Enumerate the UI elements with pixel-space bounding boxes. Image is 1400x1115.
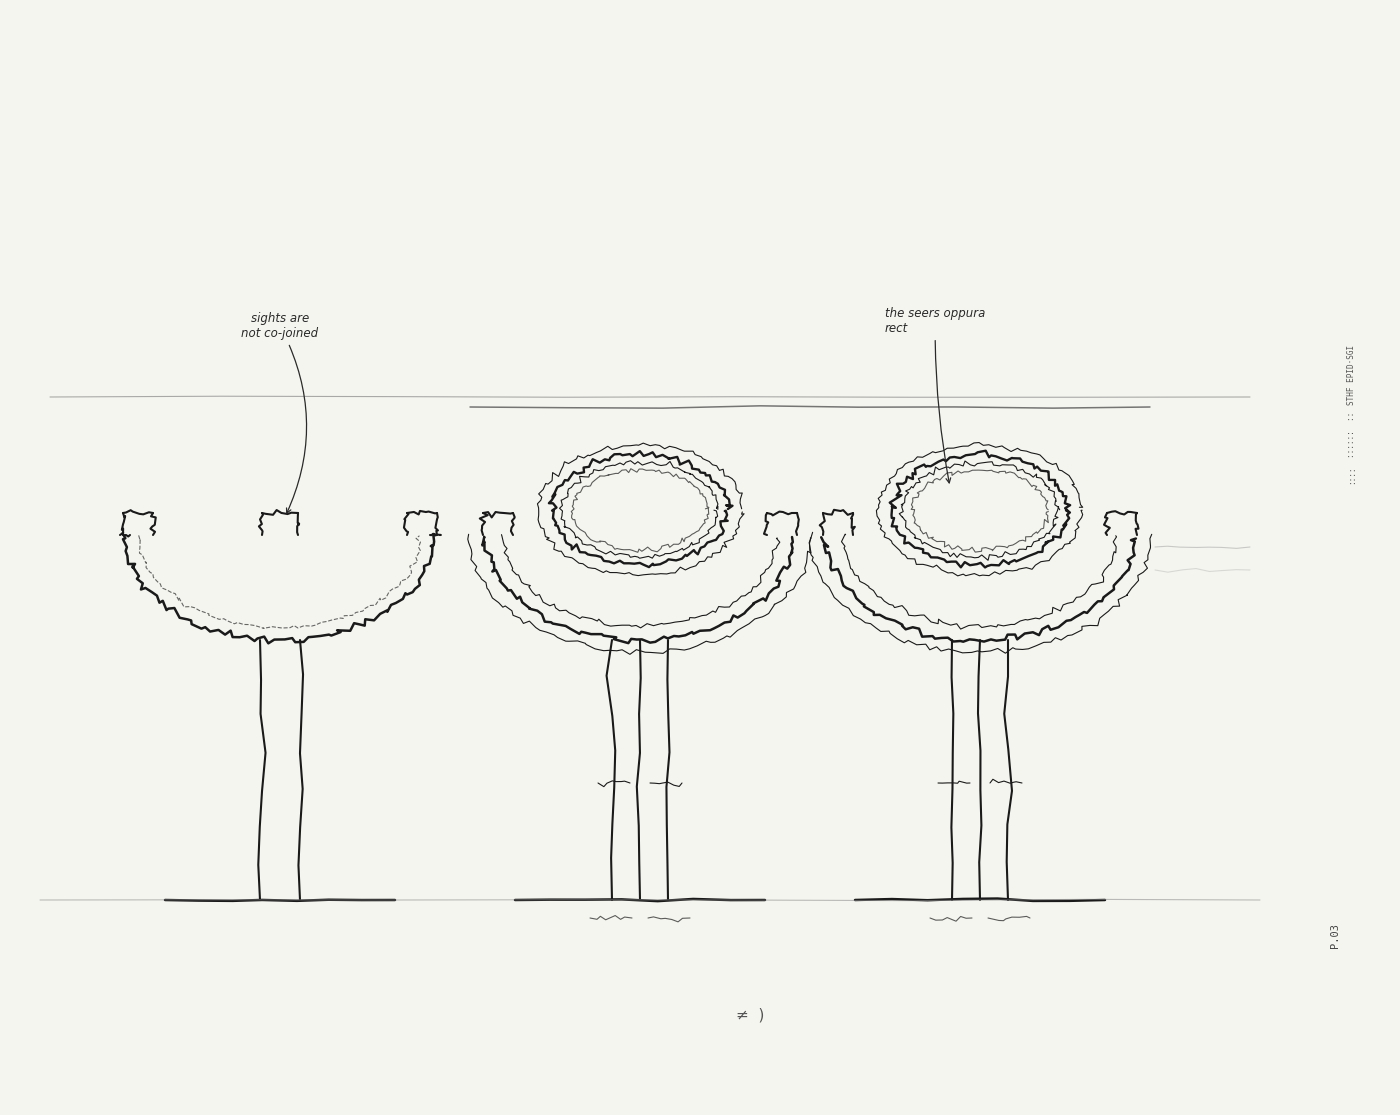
Text: ::::::  ::: :::::: ::	[1347, 411, 1357, 458]
Text: ::::: ::::	[1347, 466, 1357, 484]
Text: sights are
not co-joined: sights are not co-joined	[241, 312, 319, 513]
Text: ≠  ): ≠ )	[736, 1008, 764, 1022]
Text: P.03: P.03	[1330, 922, 1340, 948]
Text: the seers oppura
rect: the seers oppura rect	[885, 307, 986, 483]
Text: STHF EPID·SGI: STHF EPID·SGI	[1347, 345, 1357, 405]
